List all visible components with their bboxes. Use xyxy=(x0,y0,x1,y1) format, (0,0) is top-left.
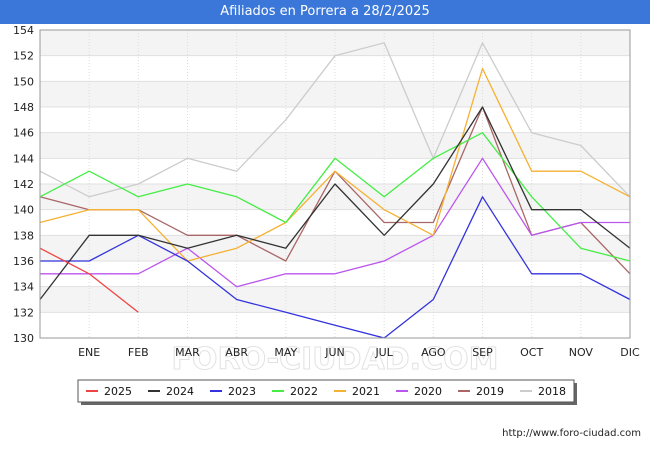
x-tick-label: SEP xyxy=(472,346,493,359)
y-tick-label: 138 xyxy=(13,229,34,242)
grid-band xyxy=(40,81,630,107)
line-chart: FORO-CIUDAD.COM 130 132 134 136 138 140 142 144… xyxy=(13,24,640,405)
series-line-2025 xyxy=(39,247,139,313)
x-tick-label: ENE xyxy=(78,346,100,359)
x-tick-label: DIC xyxy=(620,346,640,359)
y-tick-label: 150 xyxy=(13,75,34,88)
x-tick-label: ABR xyxy=(225,346,248,359)
y-axis-ticks: 130 132 134 136 138 140 142 144 146 148 150 152 154 xyxy=(13,24,34,345)
series-line-2018 xyxy=(39,42,631,198)
watermark: FORO-CIUDAD.COM xyxy=(172,342,499,377)
y-tick-label: 146 xyxy=(13,127,34,140)
y-tick-label: 144 xyxy=(13,152,34,165)
legend: 2025 2024 2023 2022 2021 2020 2019 2018 xyxy=(77,379,577,405)
grid-band xyxy=(40,286,630,313)
y-tick-label: 142 xyxy=(13,178,34,191)
x-tick-label: AGO xyxy=(421,346,446,359)
y-tick-label: 130 xyxy=(13,332,34,345)
x-tick-label: NOV xyxy=(569,346,594,359)
series-line-2022 xyxy=(39,132,631,262)
series-line-2024 xyxy=(39,106,631,300)
plot-border xyxy=(39,29,631,339)
x-axis-ticks: ENE FEB MAR ABR MAY JUN JUL AGO SEP OCT NOV DIC xyxy=(78,346,640,359)
y-tick-label: 154 xyxy=(13,24,34,37)
legend-label-2023: 2023 xyxy=(228,385,256,398)
x-tick-label: OCT xyxy=(520,346,543,359)
series-lines xyxy=(39,42,631,339)
y-tick-label: 132 xyxy=(13,306,34,319)
x-tick-label: JUL xyxy=(374,346,393,359)
y-tick-label: 136 xyxy=(13,255,34,268)
y-tick-label: 152 xyxy=(13,50,34,63)
y-tick-label: 134 xyxy=(13,281,34,294)
series-line-2020 xyxy=(40,157,630,288)
legend-label-2018: 2018 xyxy=(538,385,566,398)
legend-label-2019: 2019 xyxy=(476,385,504,398)
legend-label-2025: 2025 xyxy=(104,385,132,398)
legend-label-2022: 2022 xyxy=(290,385,318,398)
grid-band xyxy=(40,132,630,159)
y-tick-label: 140 xyxy=(13,204,34,217)
chart-title: Afiliados en Porrera a 28/2/2025 xyxy=(0,0,650,24)
legend-label-2020: 2020 xyxy=(414,385,442,398)
legend-box xyxy=(77,379,575,403)
x-tick-label: MAR xyxy=(175,346,200,359)
legend-label-2024: 2024 xyxy=(166,385,194,398)
grid-band xyxy=(40,235,630,261)
x-tick-label: MAY xyxy=(274,346,297,359)
y-tick-label: 148 xyxy=(13,101,34,114)
x-tick-label: FEB xyxy=(128,346,149,359)
series-line-2021 xyxy=(39,67,631,262)
grid-band xyxy=(40,184,630,210)
legend-label-2021: 2021 xyxy=(352,385,380,398)
footer-url[interactable]: http://www.foro-ciudad.com xyxy=(502,428,641,439)
x-tick-label: JUN xyxy=(324,346,345,359)
